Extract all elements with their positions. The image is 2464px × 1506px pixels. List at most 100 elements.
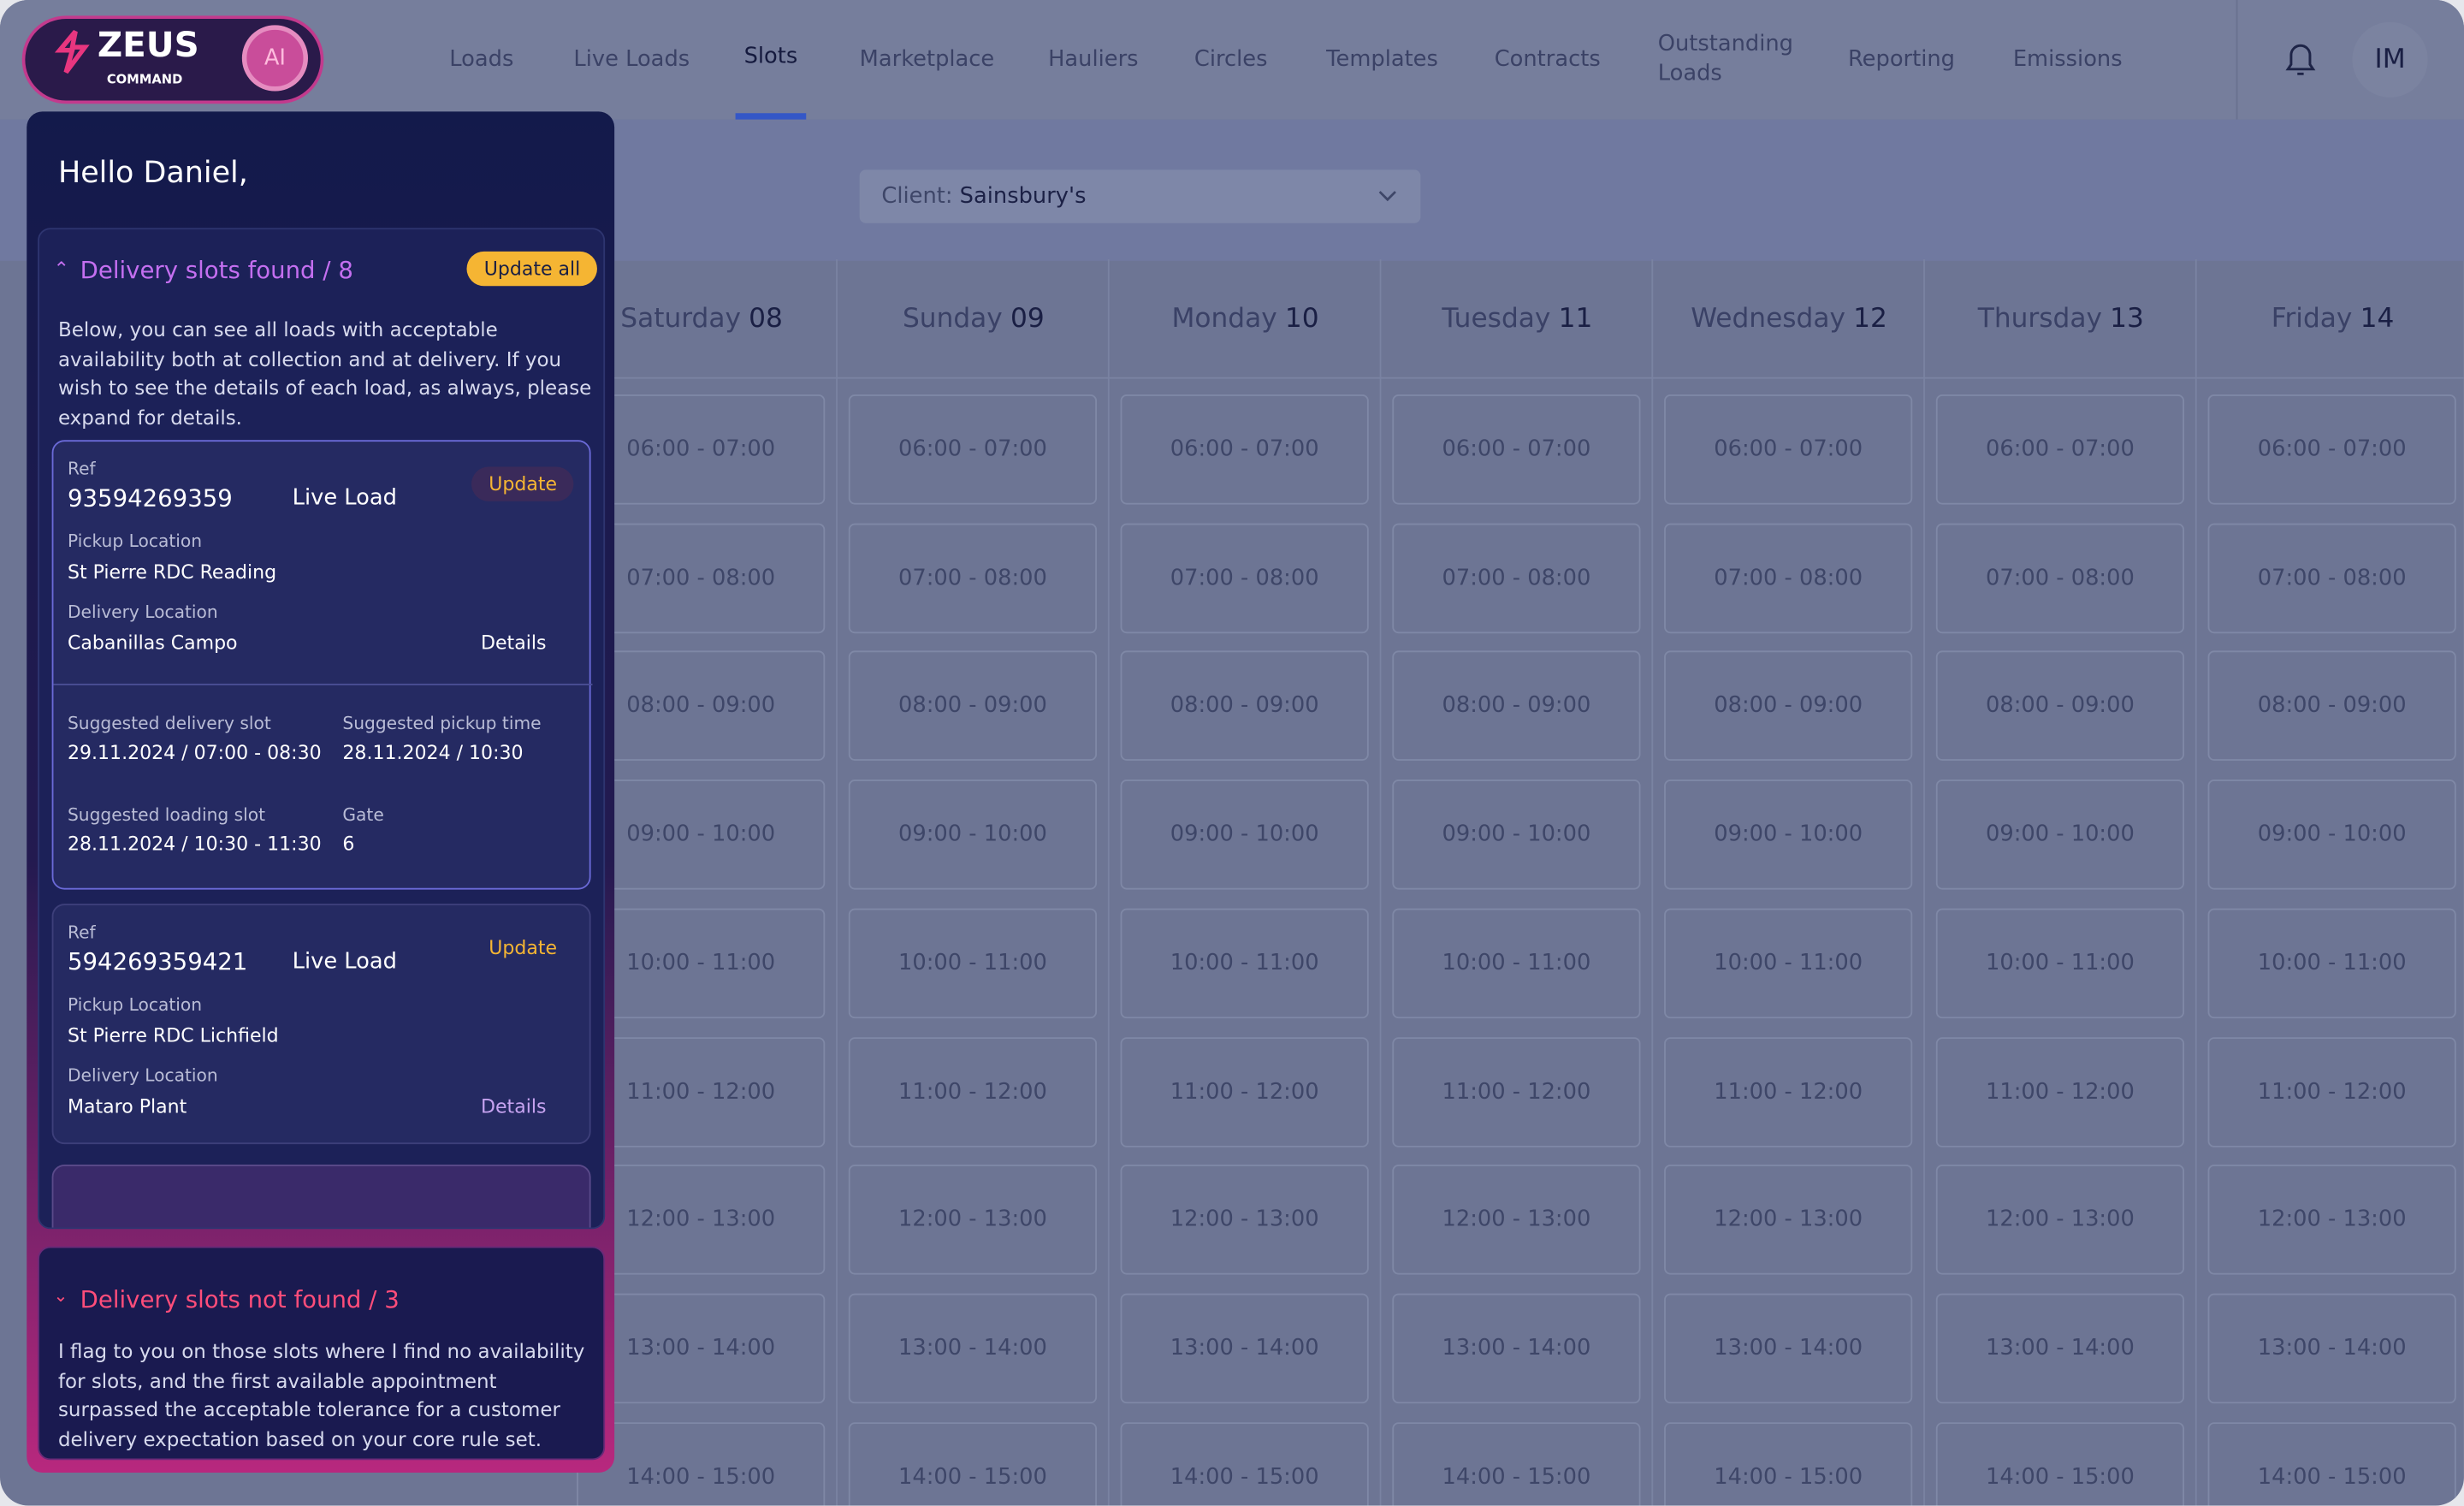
time-slot[interactable]: 11:00 - 12:00 [1120, 1036, 1369, 1147]
time-slot[interactable]: 11:00 - 12:00 [1392, 1036, 1641, 1147]
time-slot[interactable]: 11:00 - 12:00 [577, 1036, 826, 1147]
time-slot[interactable]: 10:00 - 11:00 [2207, 908, 2456, 1018]
nav-item[interactable]: Hauliers [1048, 46, 1139, 72]
top-bar [0, 0, 2464, 120]
time-slot[interactable]: 06:00 - 07:00 [1935, 394, 2185, 505]
column-line [1107, 259, 1110, 1506]
time-slot[interactable]: 10:00 - 11:00 [1120, 908, 1369, 1018]
time-slot[interactable]: 06:00 - 07:00 [1392, 394, 1641, 505]
day-name: Saturday [620, 302, 741, 335]
update-button[interactable]: Update [489, 936, 558, 959]
header-line [566, 376, 2464, 379]
time-slot[interactable]: 06:00 - 07:00 [1664, 394, 1913, 505]
time-slot[interactable]: 06:00 - 07:00 [848, 394, 1098, 505]
time-slot[interactable]: 08:00 - 09:00 [1392, 651, 1641, 762]
time-slot[interactable]: 07:00 - 08:00 [1392, 523, 1641, 633]
time-slot[interactable]: 08:00 - 09:00 [1664, 651, 1913, 762]
nav-item[interactable]: Loads [449, 46, 514, 72]
time-slot[interactable]: 07:00 - 08:00 [1664, 523, 1913, 633]
nav-item[interactable]: Slots [735, 0, 807, 120]
client-value: Sainsbury's [959, 183, 1087, 210]
time-slot[interactable]: 06:00 - 07:00 [2207, 394, 2456, 505]
pickup-label: Pickup Location [67, 994, 203, 1016]
time-slot[interactable]: 14:00 - 15:00 [1120, 1421, 1369, 1506]
time-slot[interactable]: 08:00 - 09:00 [1935, 651, 2185, 762]
time-slot[interactable]: 12:00 - 13:00 [848, 1165, 1098, 1275]
time-slot[interactable]: 14:00 - 15:00 [1392, 1421, 1641, 1506]
nav-item[interactable]: Marketplace [859, 46, 995, 72]
time-slot[interactable]: 14:00 - 15:00 [1664, 1421, 1913, 1506]
time-slot[interactable]: 12:00 - 13:00 [1664, 1165, 1913, 1275]
day-name: Thursday [1977, 302, 2102, 335]
time-slot[interactable]: 10:00 - 11:00 [1664, 908, 1913, 1018]
time-slot[interactable]: 06:00 - 07:00 [1120, 394, 1369, 505]
time-slot[interactable]: 09:00 - 10:00 [2207, 780, 2456, 890]
time-slot[interactable]: 09:00 - 10:00 [1935, 780, 2185, 890]
time-slot[interactable]: 10:00 - 11:00 [1935, 908, 2185, 1018]
time-slot[interactable]: 13:00 - 14:00 [577, 1293, 826, 1403]
time-slot[interactable]: 07:00 - 08:00 [577, 523, 826, 633]
pickup: St Pierre RDC Lichfield [67, 1024, 279, 1047]
time-slot[interactable]: 12:00 - 13:00 [1120, 1165, 1369, 1275]
nav-item[interactable]: Emissions [2012, 46, 2123, 72]
nav-item[interactable]: Outstanding Loads [1657, 31, 1793, 87]
time-slot[interactable]: 11:00 - 12:00 [2207, 1036, 2456, 1147]
time-slot[interactable]: 11:00 - 12:00 [1935, 1036, 2185, 1147]
time-slot[interactable]: 07:00 - 08:00 [1120, 523, 1369, 633]
user-avatar[interactable]: IM [2352, 21, 2428, 98]
time-slot[interactable]: 09:00 - 10:00 [848, 780, 1098, 890]
time-slot[interactable]: 10:00 - 11:00 [848, 908, 1098, 1018]
time-slot[interactable]: 14:00 - 15:00 [1935, 1421, 2185, 1506]
time-slot[interactable]: 08:00 - 09:00 [2207, 651, 2456, 762]
time-slot[interactable]: 13:00 - 14:00 [1664, 1293, 1913, 1403]
nav-item[interactable]: Circles [1194, 46, 1268, 72]
nav-item[interactable]: Reporting [1847, 46, 1955, 72]
update-all-button[interactable]: Update all [466, 251, 598, 287]
found-title[interactable]: Delivery slots found / 8 [80, 256, 353, 285]
delivery: Mataro Plant [67, 1095, 187, 1118]
time-slot[interactable]: 07:00 - 08:00 [2207, 523, 2456, 633]
time-slot[interactable]: 11:00 - 12:00 [848, 1036, 1098, 1147]
time-slot[interactable]: 10:00 - 11:00 [577, 908, 826, 1018]
nav-item[interactable]: Live Loads [573, 46, 690, 72]
field-label: Suggested loading slot [67, 804, 266, 826]
time-slot[interactable]: 09:00 - 10:00 [1392, 780, 1641, 890]
not-found-title[interactable]: Delivery slots not found / 3 [80, 1285, 400, 1314]
time-slot[interactable]: 13:00 - 14:00 [2207, 1293, 2456, 1403]
time-slot[interactable]: 07:00 - 08:00 [848, 523, 1098, 633]
client-select[interactable]: Client: Sainsbury's [859, 169, 1421, 223]
nav-item[interactable]: Contracts [1494, 46, 1601, 72]
details-toggle[interactable]: Details [481, 631, 547, 655]
ref: 93594269359 [67, 483, 233, 513]
time-slot[interactable]: 07:00 - 08:00 [1935, 523, 2185, 633]
time-slot[interactable]: 13:00 - 14:00 [848, 1293, 1098, 1403]
day-name: Monday [1171, 302, 1277, 335]
time-slot[interactable]: 13:00 - 14:00 [1935, 1293, 2185, 1403]
nav-item[interactable]: Templates [1326, 46, 1438, 72]
time-slot[interactable]: 14:00 - 15:00 [848, 1421, 1098, 1506]
update-button[interactable]: Update [471, 466, 575, 501]
bell-icon[interactable] [2282, 39, 2319, 80]
client-label: Client: [881, 183, 953, 210]
ai-badge[interactable]: AI [241, 25, 308, 92]
time-slot[interactable]: 12:00 - 13:00 [2207, 1165, 2456, 1275]
time-slot[interactable]: 13:00 - 14:00 [1392, 1293, 1641, 1403]
time-slot[interactable]: 09:00 - 10:00 [1120, 780, 1369, 890]
time-slot[interactable]: 11:00 - 12:00 [1664, 1036, 1913, 1147]
time-slot[interactable]: 14:00 - 15:00 [2207, 1421, 2456, 1506]
ref-label: Ref [67, 459, 96, 480]
time-slot[interactable]: 12:00 - 13:00 [1935, 1165, 2185, 1275]
time-slot[interactable]: 08:00 - 09:00 [848, 651, 1098, 762]
time-slot[interactable]: 10:00 - 11:00 [1392, 908, 1641, 1018]
time-slot[interactable]: 08:00 - 09:00 [577, 651, 826, 762]
load-type: Live Load [292, 485, 397, 511]
day-header: Sunday 09 [838, 259, 1110, 377]
day-header: Wednesday 12 [1653, 259, 1925, 377]
time-slot[interactable]: 08:00 - 09:00 [1120, 651, 1369, 762]
field-value: 28.11.2024 / 10:30 - 11:30 [67, 833, 322, 856]
time-slot[interactable]: 13:00 - 14:00 [1120, 1293, 1369, 1403]
logo[interactable]: ZEUS COMMAND AI [25, 19, 321, 101]
details-toggle[interactable]: Details [481, 1095, 547, 1118]
time-slot[interactable]: 09:00 - 10:00 [1664, 780, 1913, 890]
time-slot[interactable]: 12:00 - 13:00 [1392, 1165, 1641, 1275]
